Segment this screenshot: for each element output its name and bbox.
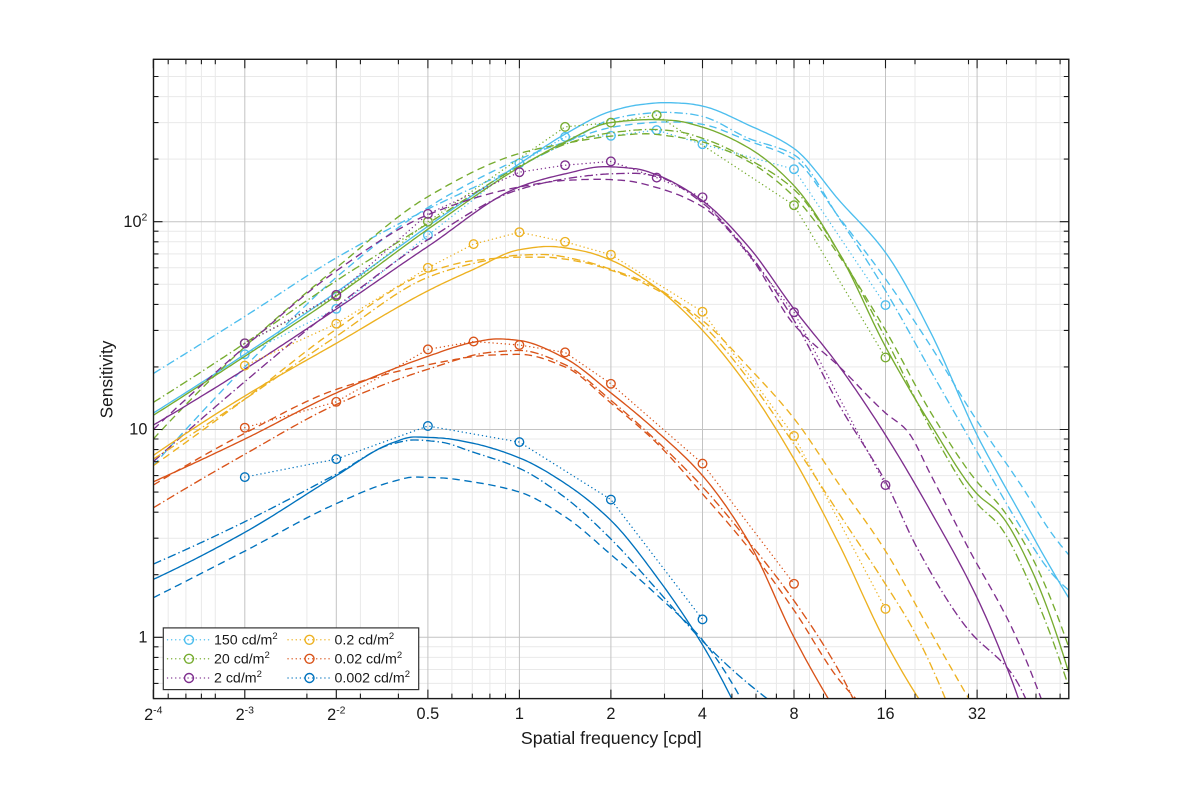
svg-text:102: 102 xyxy=(123,212,147,231)
svg-text:0.5: 0.5 xyxy=(417,705,440,723)
svg-text:0.2 cd/m2: 0.2 cd/m2 xyxy=(335,631,395,649)
svg-text:32: 32 xyxy=(968,705,986,723)
svg-text:20 cd/m2: 20 cd/m2 xyxy=(214,650,270,668)
svg-text:16: 16 xyxy=(876,705,894,723)
svg-text:2: 2 xyxy=(606,705,615,723)
svg-text:Sensitivity: Sensitivity xyxy=(97,340,117,418)
svg-text:0.002 cd/m2: 0.002 cd/m2 xyxy=(335,669,411,687)
svg-text:0.02 cd/m2: 0.02 cd/m2 xyxy=(335,650,403,668)
svg-text:8: 8 xyxy=(789,705,798,723)
svg-text:1: 1 xyxy=(138,629,147,647)
svg-text:1: 1 xyxy=(515,705,524,723)
svg-text:2 cd/m2: 2 cd/m2 xyxy=(214,669,262,687)
svg-text:4: 4 xyxy=(698,705,707,723)
svg-text:Spatial frequency [cpd]: Spatial frequency [cpd] xyxy=(521,728,702,748)
svg-text:150 cd/m2: 150 cd/m2 xyxy=(214,631,278,649)
svg-text:10: 10 xyxy=(129,421,147,439)
